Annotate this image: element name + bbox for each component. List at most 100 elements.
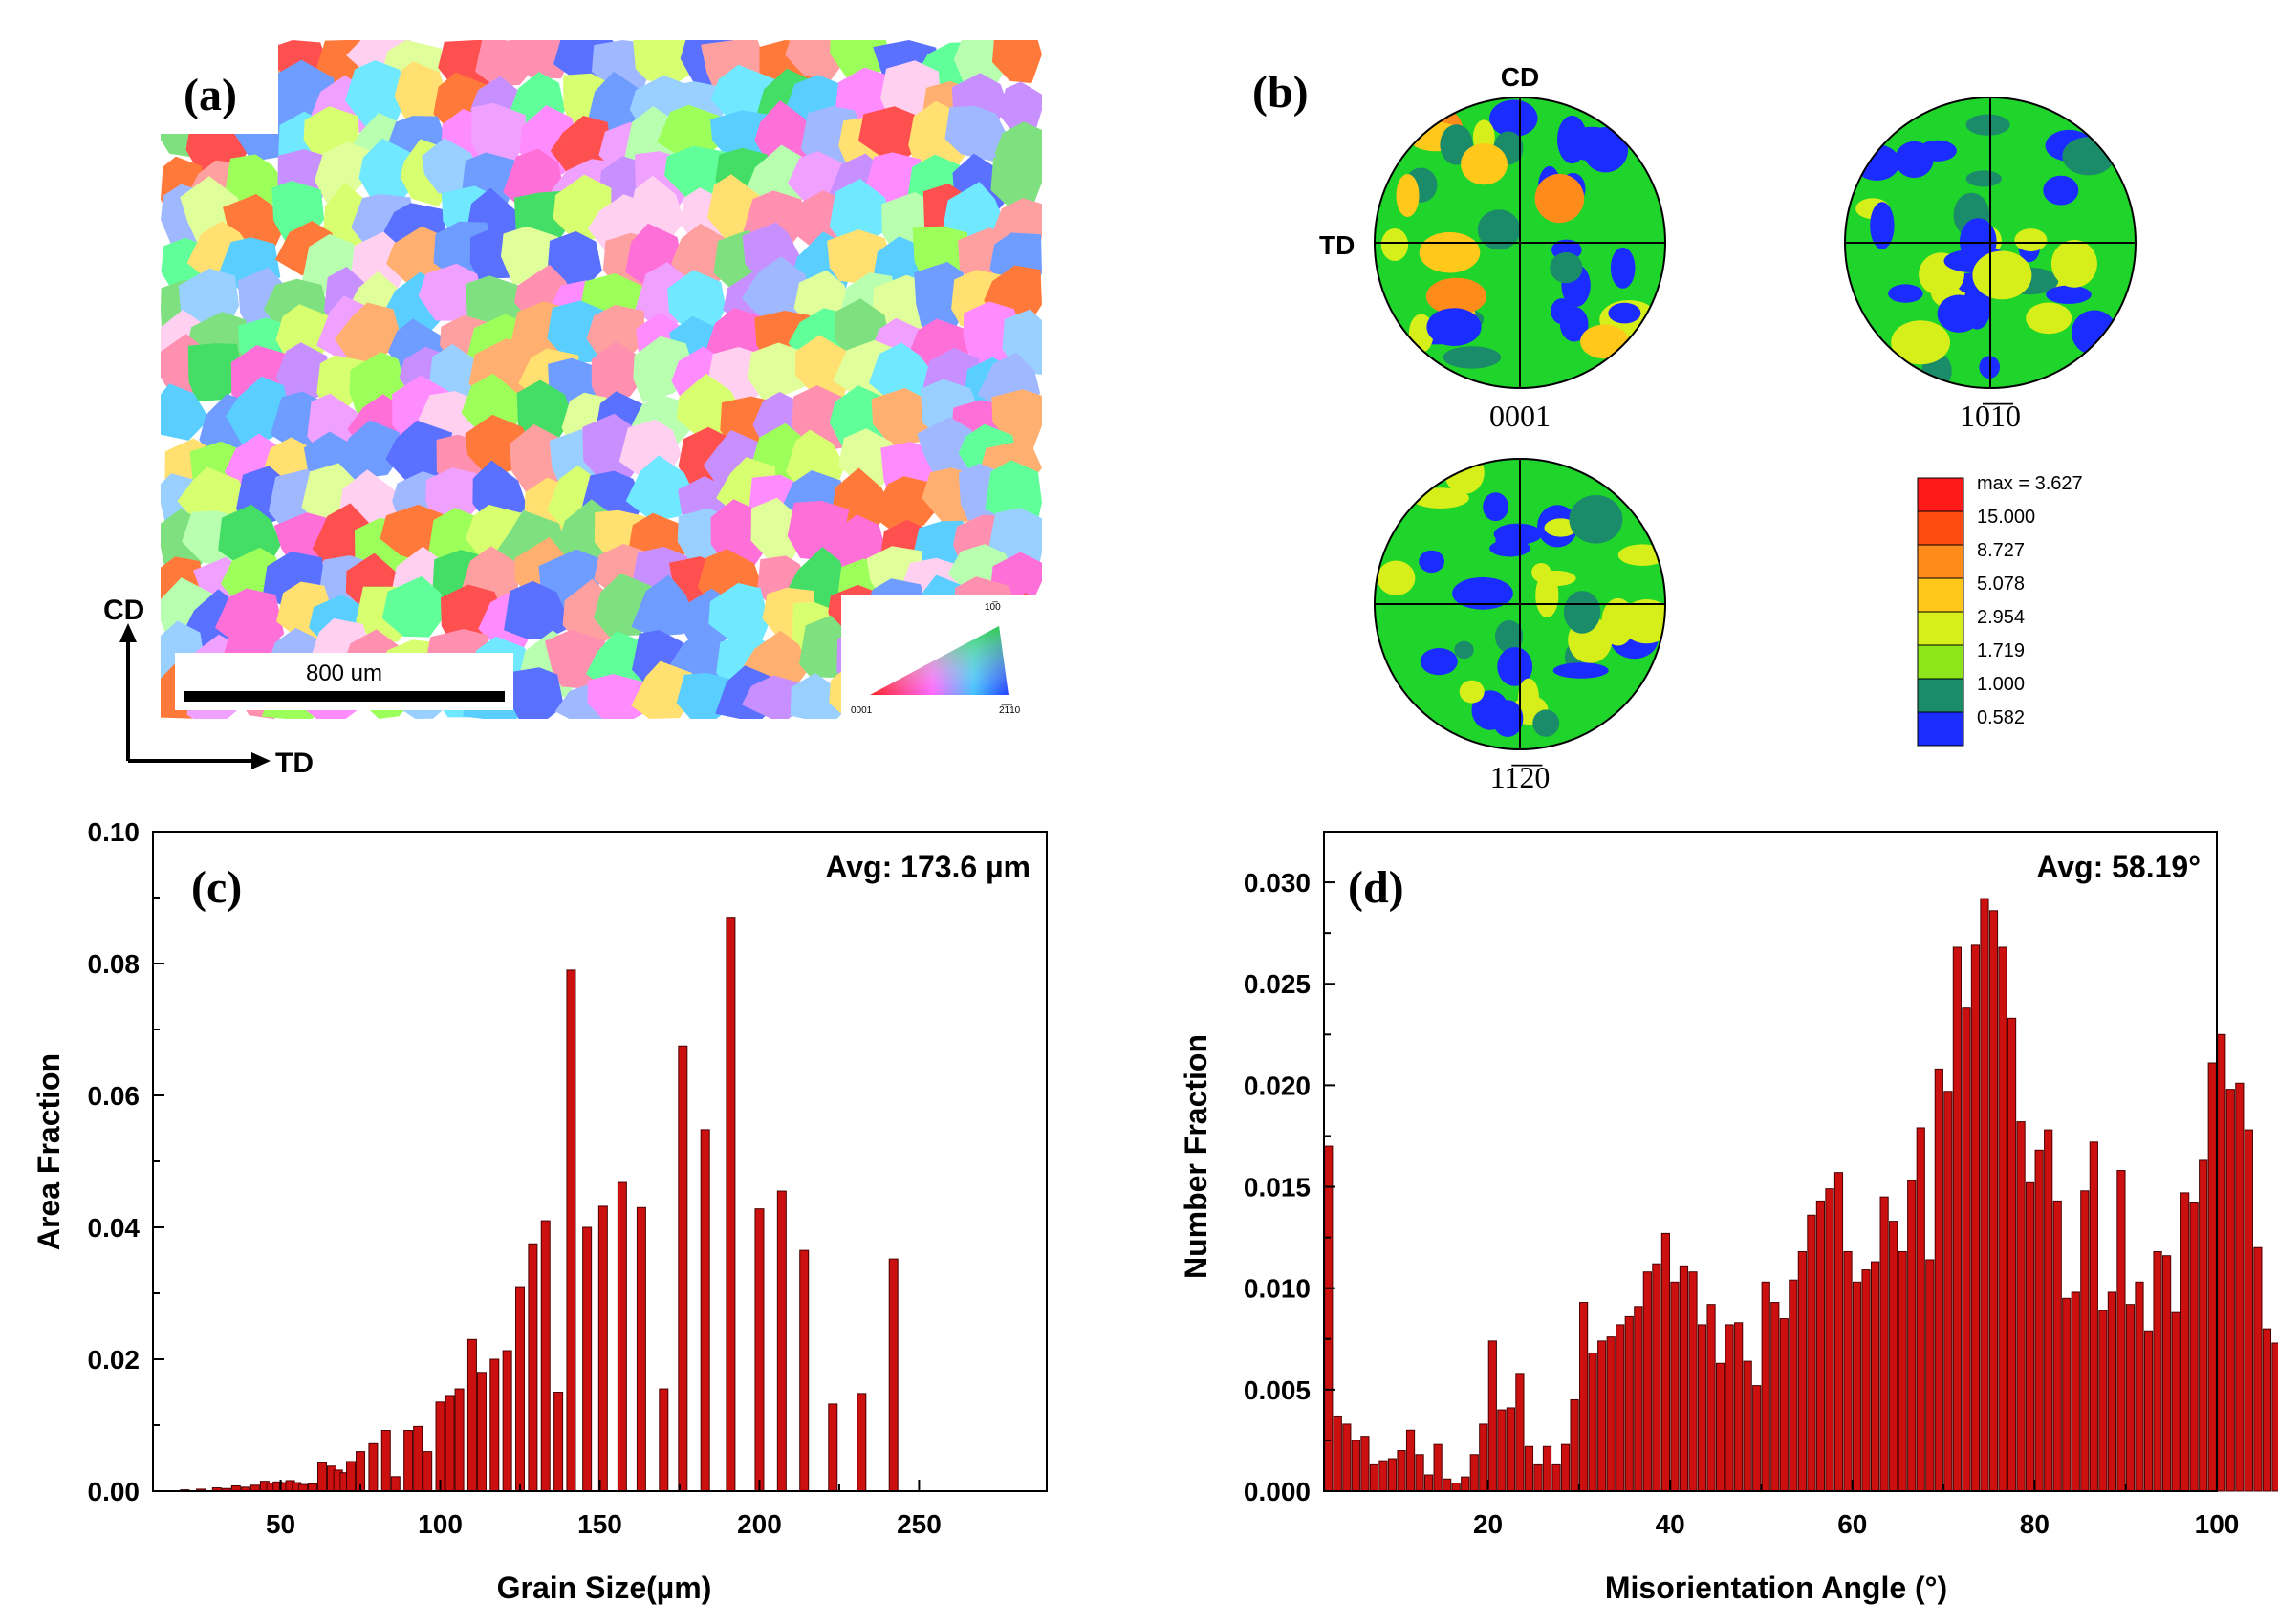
bar bbox=[1588, 1353, 1597, 1492]
bar bbox=[2107, 1291, 2117, 1492]
intensity-legend: max = 3.627 15.000 8.727 5.078 2.954 1.719 1.0… bbox=[1917, 473, 2083, 747]
bar bbox=[390, 1476, 401, 1492]
bar bbox=[1879, 1196, 1889, 1492]
y-tick-label: 0.04 bbox=[88, 1213, 141, 1243]
bar bbox=[307, 1483, 317, 1492]
grain bbox=[794, 335, 852, 405]
bar bbox=[1497, 1409, 1507, 1492]
y-tick-label: 0.06 bbox=[88, 1081, 141, 1111]
bar bbox=[1461, 1476, 1470, 1492]
bar bbox=[435, 1401, 445, 1492]
bar bbox=[1433, 1443, 1443, 1492]
pole-figure-10-10 bbox=[1845, 97, 2136, 388]
grain bbox=[708, 583, 770, 645]
contour-blob bbox=[2043, 175, 2079, 206]
bar bbox=[1405, 1429, 1416, 1492]
bar bbox=[2098, 1310, 2108, 1492]
y-tick-label: 0.00 bbox=[88, 1477, 141, 1506]
legend-entry-label: 5.078 bbox=[1977, 574, 2025, 595]
grain bbox=[664, 145, 726, 204]
ipf-key-top-label: 10̅0 bbox=[985, 601, 1001, 613]
bar bbox=[1551, 1463, 1561, 1492]
bar bbox=[1378, 1460, 1388, 1492]
bar bbox=[1579, 1302, 1589, 1492]
bar bbox=[1533, 1463, 1543, 1492]
contour-blob bbox=[1620, 599, 1665, 644]
bar bbox=[1443, 1478, 1452, 1492]
bar bbox=[1570, 1398, 1579, 1492]
bar bbox=[1597, 1340, 1607, 1492]
bar bbox=[2071, 1291, 2080, 1492]
panel-d: 0.000 0.005 0.010 0.015 0.020 0.025 0.030 20 40 6… bbox=[1179, 831, 2278, 1605]
contour-blob bbox=[1888, 284, 1923, 303]
contour-blob bbox=[1419, 550, 1444, 574]
bar bbox=[636, 1206, 646, 1492]
panel-c-label: (c) bbox=[191, 862, 242, 913]
x-tick-label: 250 bbox=[897, 1509, 942, 1539]
bar bbox=[1515, 1373, 1525, 1492]
y-tick-label: 0.010 bbox=[1244, 1274, 1311, 1304]
axis-td-label: TD bbox=[275, 747, 314, 779]
bar bbox=[1980, 898, 1989, 1492]
bar bbox=[1889, 1221, 1898, 1492]
bar bbox=[2207, 1062, 2217, 1492]
bar bbox=[1542, 1445, 1552, 1492]
contour-blob bbox=[1534, 173, 1585, 224]
legend-entry-label: 15.000 bbox=[1977, 507, 2035, 528]
bar bbox=[403, 1430, 414, 1492]
contour-blob bbox=[1461, 143, 1508, 185]
grain bbox=[944, 105, 1009, 162]
grain bbox=[872, 274, 928, 336]
bar bbox=[1351, 1440, 1360, 1492]
contour-blob bbox=[1610, 247, 1636, 289]
contour-blob bbox=[1972, 250, 2032, 300]
ebsd-orientation-map bbox=[161, 40, 1042, 719]
bar bbox=[1833, 1172, 1844, 1492]
grain bbox=[991, 40, 1042, 84]
bar bbox=[1342, 1423, 1352, 1492]
bar bbox=[1852, 1281, 1862, 1492]
legend-swatch bbox=[1917, 510, 1964, 546]
bar bbox=[1697, 1324, 1707, 1492]
contour-blob bbox=[1483, 492, 1508, 522]
bar bbox=[1679, 1265, 1689, 1492]
misorientation-histogram: 0.000 0.005 0.010 0.015 0.020 0.025 0.030 20 40 6… bbox=[1244, 831, 2278, 1539]
grain bbox=[990, 145, 1042, 208]
bar bbox=[1970, 944, 1981, 1492]
panel-b: (b) CD TD 0001 10̅1̅0 11̅2̅0 max = 3.627… bbox=[1252, 62, 2137, 794]
grain bbox=[470, 102, 527, 165]
ipf-key-right-label: 2̅1̅10 bbox=[999, 704, 1021, 716]
contour-blob bbox=[1963, 283, 1991, 330]
grain bbox=[790, 673, 846, 719]
x-tick-label: 100 bbox=[418, 1509, 463, 1539]
pf-td-label: TD bbox=[1319, 230, 1355, 260]
grain bbox=[504, 580, 573, 639]
bar bbox=[368, 1442, 379, 1492]
contour-blob bbox=[1550, 252, 1583, 284]
legend-swatch bbox=[1917, 611, 1964, 646]
bar bbox=[1451, 1483, 1461, 1492]
pole-figure-11-20-label: 11̅2̅0 bbox=[1490, 760, 1551, 794]
grain-size-histogram: 0.00 0.02 0.04 0.06 0.08 0.10 50 100 150 200 250 bbox=[88, 817, 1048, 1539]
contour-blob bbox=[1891, 320, 1950, 365]
bar bbox=[2125, 1304, 2136, 1492]
bar bbox=[2143, 1330, 2154, 1492]
grain bbox=[315, 141, 372, 204]
contour-blob bbox=[1380, 228, 1409, 261]
bar bbox=[540, 1220, 551, 1492]
contour-blob bbox=[1454, 640, 1474, 660]
bar bbox=[2180, 1192, 2190, 1492]
bar bbox=[2026, 1181, 2035, 1492]
contour-blob bbox=[1965, 170, 2002, 187]
grain bbox=[510, 40, 569, 79]
bar bbox=[2271, 1342, 2278, 1492]
bar bbox=[700, 1129, 710, 1492]
bar bbox=[2007, 1017, 2017, 1492]
bar bbox=[466, 1338, 477, 1492]
bar bbox=[1998, 946, 2007, 1492]
contour-blob bbox=[1419, 231, 1481, 273]
grain bbox=[187, 343, 244, 401]
contour-blob bbox=[1489, 99, 1538, 138]
grain bbox=[633, 40, 698, 84]
legend-swatch bbox=[1917, 644, 1964, 680]
